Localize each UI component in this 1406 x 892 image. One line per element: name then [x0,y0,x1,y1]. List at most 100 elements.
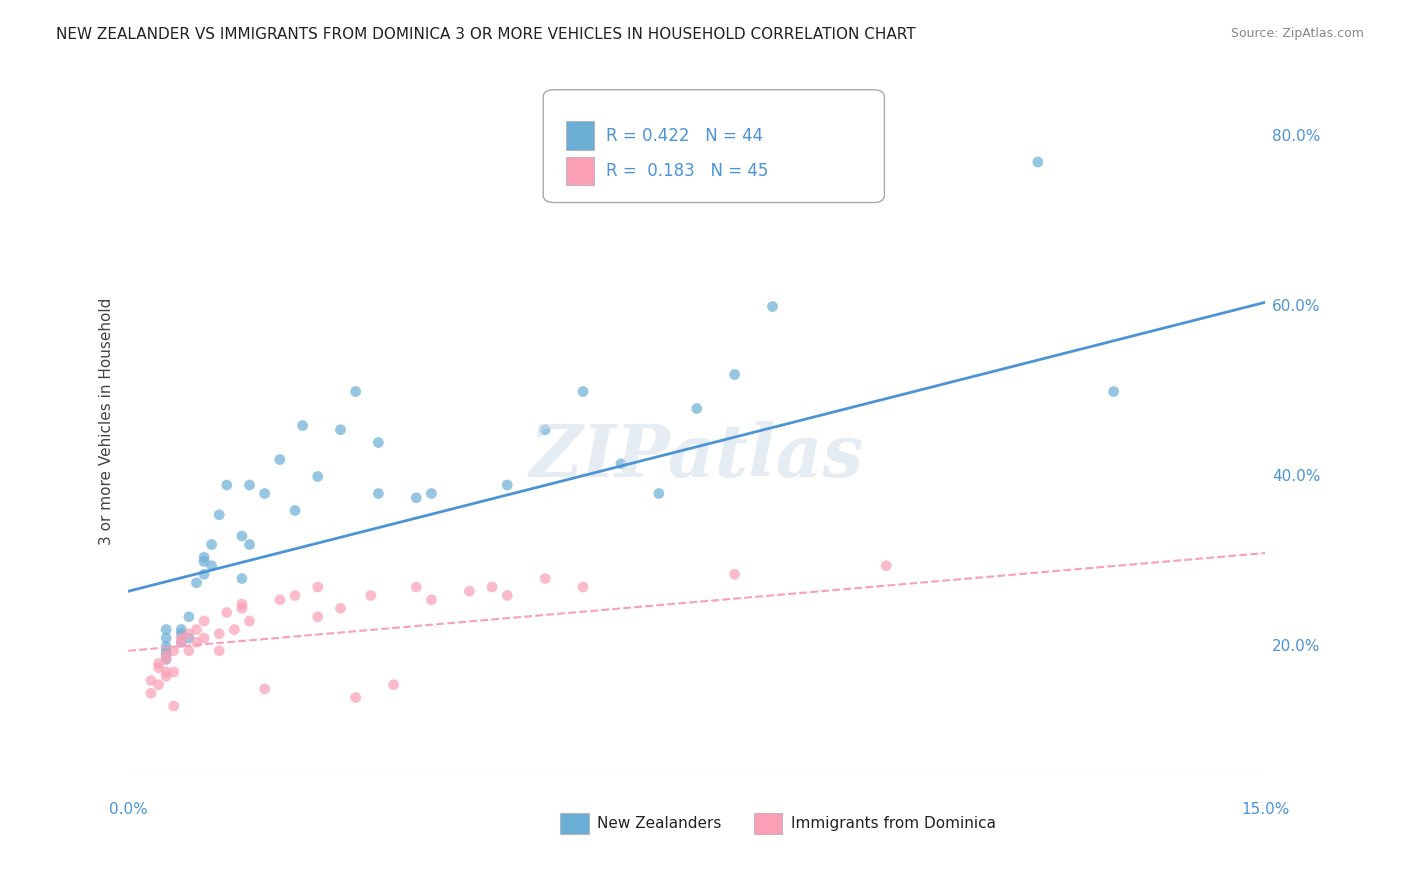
Point [307,609,329,624]
Point [610,457,633,471]
Point [231,572,253,586]
Point [201,537,224,551]
Point [344,384,367,399]
Point [648,486,671,500]
Text: Immigrants from Dominica: Immigrants from Dominica [792,816,995,831]
FancyBboxPatch shape [754,813,782,834]
Point [177,609,200,624]
Point [291,418,314,433]
Point [458,584,481,599]
Point [307,580,329,594]
Point [284,503,307,517]
Point [193,550,215,565]
Point [405,491,427,505]
Point [193,567,215,582]
Text: Source: ZipAtlas.com: Source: ZipAtlas.com [1230,27,1364,40]
FancyBboxPatch shape [543,90,884,202]
Point [367,486,389,500]
Point [481,580,503,594]
Point [139,673,162,688]
Point [307,469,329,483]
Point [231,601,253,615]
Point [686,401,709,416]
Point [186,575,208,590]
Point [269,592,291,607]
Text: NEW ZEALANDER VS IMMIGRANTS FROM DOMINICA 3 OR MORE VEHICLES IN HOUSEHOLD CORREL: NEW ZEALANDER VS IMMIGRANTS FROM DOMINIC… [56,27,915,42]
Point [761,300,783,314]
Point [155,669,177,683]
Point [224,623,246,637]
Point [534,423,557,437]
Point [215,606,238,620]
FancyBboxPatch shape [567,121,595,150]
Point [724,368,747,382]
Point [177,631,200,645]
Point [163,699,186,714]
Point [344,690,367,705]
Text: R =  0.183   N = 45: R = 0.183 N = 45 [606,161,768,180]
Point [360,589,382,603]
Point [1026,155,1049,169]
Text: 0.0%: 0.0% [108,802,148,817]
Point [253,681,276,696]
Point [177,644,200,658]
Point [155,648,177,662]
Point [155,631,177,645]
Point [148,657,170,671]
Point [572,580,595,594]
Point [231,597,253,611]
Text: 40.0%: 40.0% [1272,469,1320,484]
Text: 80.0%: 80.0% [1272,129,1320,144]
Point [193,614,215,628]
Point [155,640,177,654]
Point [148,678,170,692]
Point [170,627,193,641]
Point [208,508,231,522]
Point [269,452,291,467]
Point [238,478,260,492]
Point [170,635,193,649]
Point [155,665,177,679]
Point [155,644,177,658]
Point [186,623,208,637]
Point [534,572,557,586]
Text: 60.0%: 60.0% [1272,299,1320,314]
Point [170,631,193,645]
Point [215,478,238,492]
Point [875,558,897,573]
Point [148,661,170,675]
Point [420,592,443,607]
Point [177,627,200,641]
Point [367,435,389,450]
Point [155,623,177,637]
Point [1102,384,1125,399]
FancyBboxPatch shape [561,813,589,834]
Point [201,558,224,573]
Point [139,686,162,700]
Point [724,567,747,582]
Point [382,678,405,692]
Text: 20.0%: 20.0% [1272,639,1320,654]
Point [405,580,427,594]
Point [155,648,177,662]
Point [170,635,193,649]
Point [170,623,193,637]
Point [208,627,231,641]
Point [572,384,595,399]
Text: ZIPatlas: ZIPatlas [530,421,863,492]
Point [231,529,253,543]
Point [186,635,208,649]
Point [253,486,276,500]
Point [155,652,177,666]
Point [155,652,177,666]
Point [496,478,519,492]
Text: 15.0%: 15.0% [1241,802,1289,817]
Text: New Zealanders: New Zealanders [596,816,721,831]
Point [238,614,260,628]
Point [163,665,186,679]
Y-axis label: 3 or more Vehicles in Household: 3 or more Vehicles in Household [100,298,114,545]
Point [496,589,519,603]
Point [329,601,352,615]
Point [329,423,352,437]
Point [193,555,215,569]
